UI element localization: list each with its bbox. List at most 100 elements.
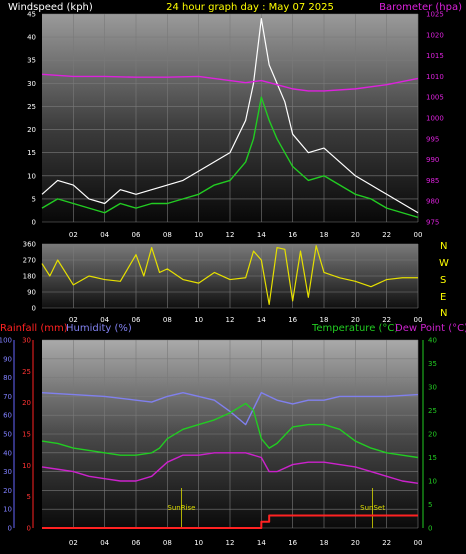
x-tick-label-p1-10: 10 xyxy=(194,316,203,324)
sunset-text: SunSet xyxy=(360,504,385,512)
baro-y-label-995: 995 xyxy=(426,135,439,143)
x-tick-label-p0-16: 16 xyxy=(288,231,297,239)
x-tick-label-p0-18: 18 xyxy=(320,231,329,239)
baro-y-label-1015: 1015 xyxy=(426,52,444,60)
baro-y-label-1020: 1020 xyxy=(426,31,444,39)
dir-y-label-360: 360 xyxy=(23,241,36,249)
sunrise-text: SunRise xyxy=(167,504,195,512)
temperature-label: Temperature (°C) xyxy=(311,323,398,334)
humidity-y-label-30: 30 xyxy=(3,468,12,476)
humidity-y-label-70: 70 xyxy=(3,393,12,401)
humidity-y-label-60: 60 xyxy=(3,412,12,420)
x-tick-label-p1-22: 22 xyxy=(382,316,391,324)
graph-title: 24 hour graph day : May 07 2025 xyxy=(166,2,334,13)
x-tick-label-p0-10: 10 xyxy=(194,231,203,239)
temp-y-label-20: 20 xyxy=(428,431,437,439)
wind-y-label-45: 45 xyxy=(27,11,36,19)
x-tick-label-p2-12: 12 xyxy=(226,539,235,547)
wind-y-label-10: 10 xyxy=(27,172,36,180)
wind-y-label-30: 30 xyxy=(27,80,36,88)
x-tick-label-p1-06: 06 xyxy=(132,316,141,324)
humidity-line xyxy=(41,391,419,426)
x-tick-label-p1-18: 18 xyxy=(320,316,329,324)
dir-y-label-270: 270 xyxy=(23,257,36,265)
x-tick-label-p0-08: 08 xyxy=(163,231,172,239)
windspeed-title: Windspeed (kph) xyxy=(8,2,93,13)
direction-line xyxy=(41,245,418,306)
rain-y-label-0: 0 xyxy=(27,525,31,533)
x-tick-label-p0-14: 14 xyxy=(257,231,266,239)
humidity-y-label-0: 0 xyxy=(8,525,12,533)
wind-y-label-35: 35 xyxy=(27,57,36,65)
compass-w: W xyxy=(439,258,449,269)
wind-y-label-25: 25 xyxy=(27,103,36,111)
x-tick-label-p2-10: 10 xyxy=(194,539,203,547)
wind_avg-line xyxy=(41,96,419,219)
baro-y-label-1025: 1025 xyxy=(426,11,444,19)
x-tick-label-p0-00: 00 xyxy=(414,231,423,239)
humidity-y-label-40: 40 xyxy=(3,449,12,457)
x-tick-label-p0-06: 06 xyxy=(132,231,141,239)
dir-y-label-90: 90 xyxy=(27,289,36,297)
x-tick-label-p1-04: 04 xyxy=(100,316,109,324)
humidity-label: Humidity (%) xyxy=(66,323,132,334)
baro-y-label-985: 985 xyxy=(426,177,439,185)
series-layer xyxy=(41,18,419,529)
x-tick-label-p0-22: 22 xyxy=(382,231,391,239)
baro-y-label-1000: 1000 xyxy=(426,115,444,123)
humidity-y-label-10: 10 xyxy=(3,506,12,514)
x-tick-label-p0-04: 04 xyxy=(100,231,109,239)
x-tick-label-p0-20: 20 xyxy=(351,231,360,239)
rain-y-label-20: 20 xyxy=(22,399,31,407)
humidity-y-label-50: 50 xyxy=(3,431,12,439)
windspeed-line xyxy=(41,18,419,214)
x-tick-label-p2-20: 20 xyxy=(351,539,360,547)
humidity-y-label-90: 90 xyxy=(3,355,12,363)
temp-y-label-40: 40 xyxy=(428,337,437,345)
rain-y-label-25: 25 xyxy=(22,368,31,376)
rainfall-line xyxy=(42,514,418,529)
baro-y-label-980: 980 xyxy=(426,198,439,206)
wind-y-label-5: 5 xyxy=(32,195,36,203)
x-tick-label-p0-02: 02 xyxy=(69,231,78,239)
wind-y-label-0: 0 xyxy=(32,219,36,227)
wind-y-label-40: 40 xyxy=(27,34,36,42)
humidity-y-label-80: 80 xyxy=(3,374,12,382)
rain-y-label-5: 5 xyxy=(27,493,31,501)
x-tick-label-p2-04: 04 xyxy=(100,539,109,547)
temp-y-label-5: 5 xyxy=(428,501,432,509)
temp-y-label-35: 35 xyxy=(428,360,437,368)
dir-y-label-0: 0 xyxy=(32,305,36,313)
rain-y-label-15: 15 xyxy=(22,431,31,439)
humidity-y-label-20: 20 xyxy=(3,487,12,495)
dewpoint-line xyxy=(41,452,419,485)
temp-y-label-0: 0 xyxy=(428,525,432,533)
barometer-line xyxy=(41,73,419,92)
temp-y-label-15: 15 xyxy=(428,454,437,462)
x-tick-label-p2-16: 16 xyxy=(288,539,297,547)
x-tick-label-p0-12: 12 xyxy=(226,231,235,239)
temp-y-label-25: 25 xyxy=(428,407,437,415)
x-tick-label-p1-02: 02 xyxy=(69,316,78,324)
baro-y-label-975: 975 xyxy=(426,219,439,227)
x-tick-label-p2-14: 14 xyxy=(257,539,266,547)
dir-y-label-180: 180 xyxy=(23,273,36,281)
x-tick-label-p1-20: 20 xyxy=(351,316,360,324)
temperature-line xyxy=(41,402,419,459)
humidity-y-label-100: 100 xyxy=(0,337,12,345)
temp-y-label-10: 10 xyxy=(428,478,437,486)
x-tick-label-p1-14: 14 xyxy=(257,316,266,324)
x-tick-label-p1-16: 16 xyxy=(288,316,297,324)
x-tick-label-p1-12: 12 xyxy=(226,316,235,324)
compass-e: E xyxy=(440,292,446,303)
x-tick-label-p2-22: 22 xyxy=(382,539,391,547)
x-tick-label-p2-18: 18 xyxy=(320,539,329,547)
compass-n-top: N xyxy=(440,241,447,252)
compass-s: S xyxy=(440,275,446,286)
rain-y-label-10: 10 xyxy=(22,462,31,470)
x-tick-label-p1-08: 08 xyxy=(163,316,172,324)
baro-y-label-990: 990 xyxy=(426,156,439,164)
